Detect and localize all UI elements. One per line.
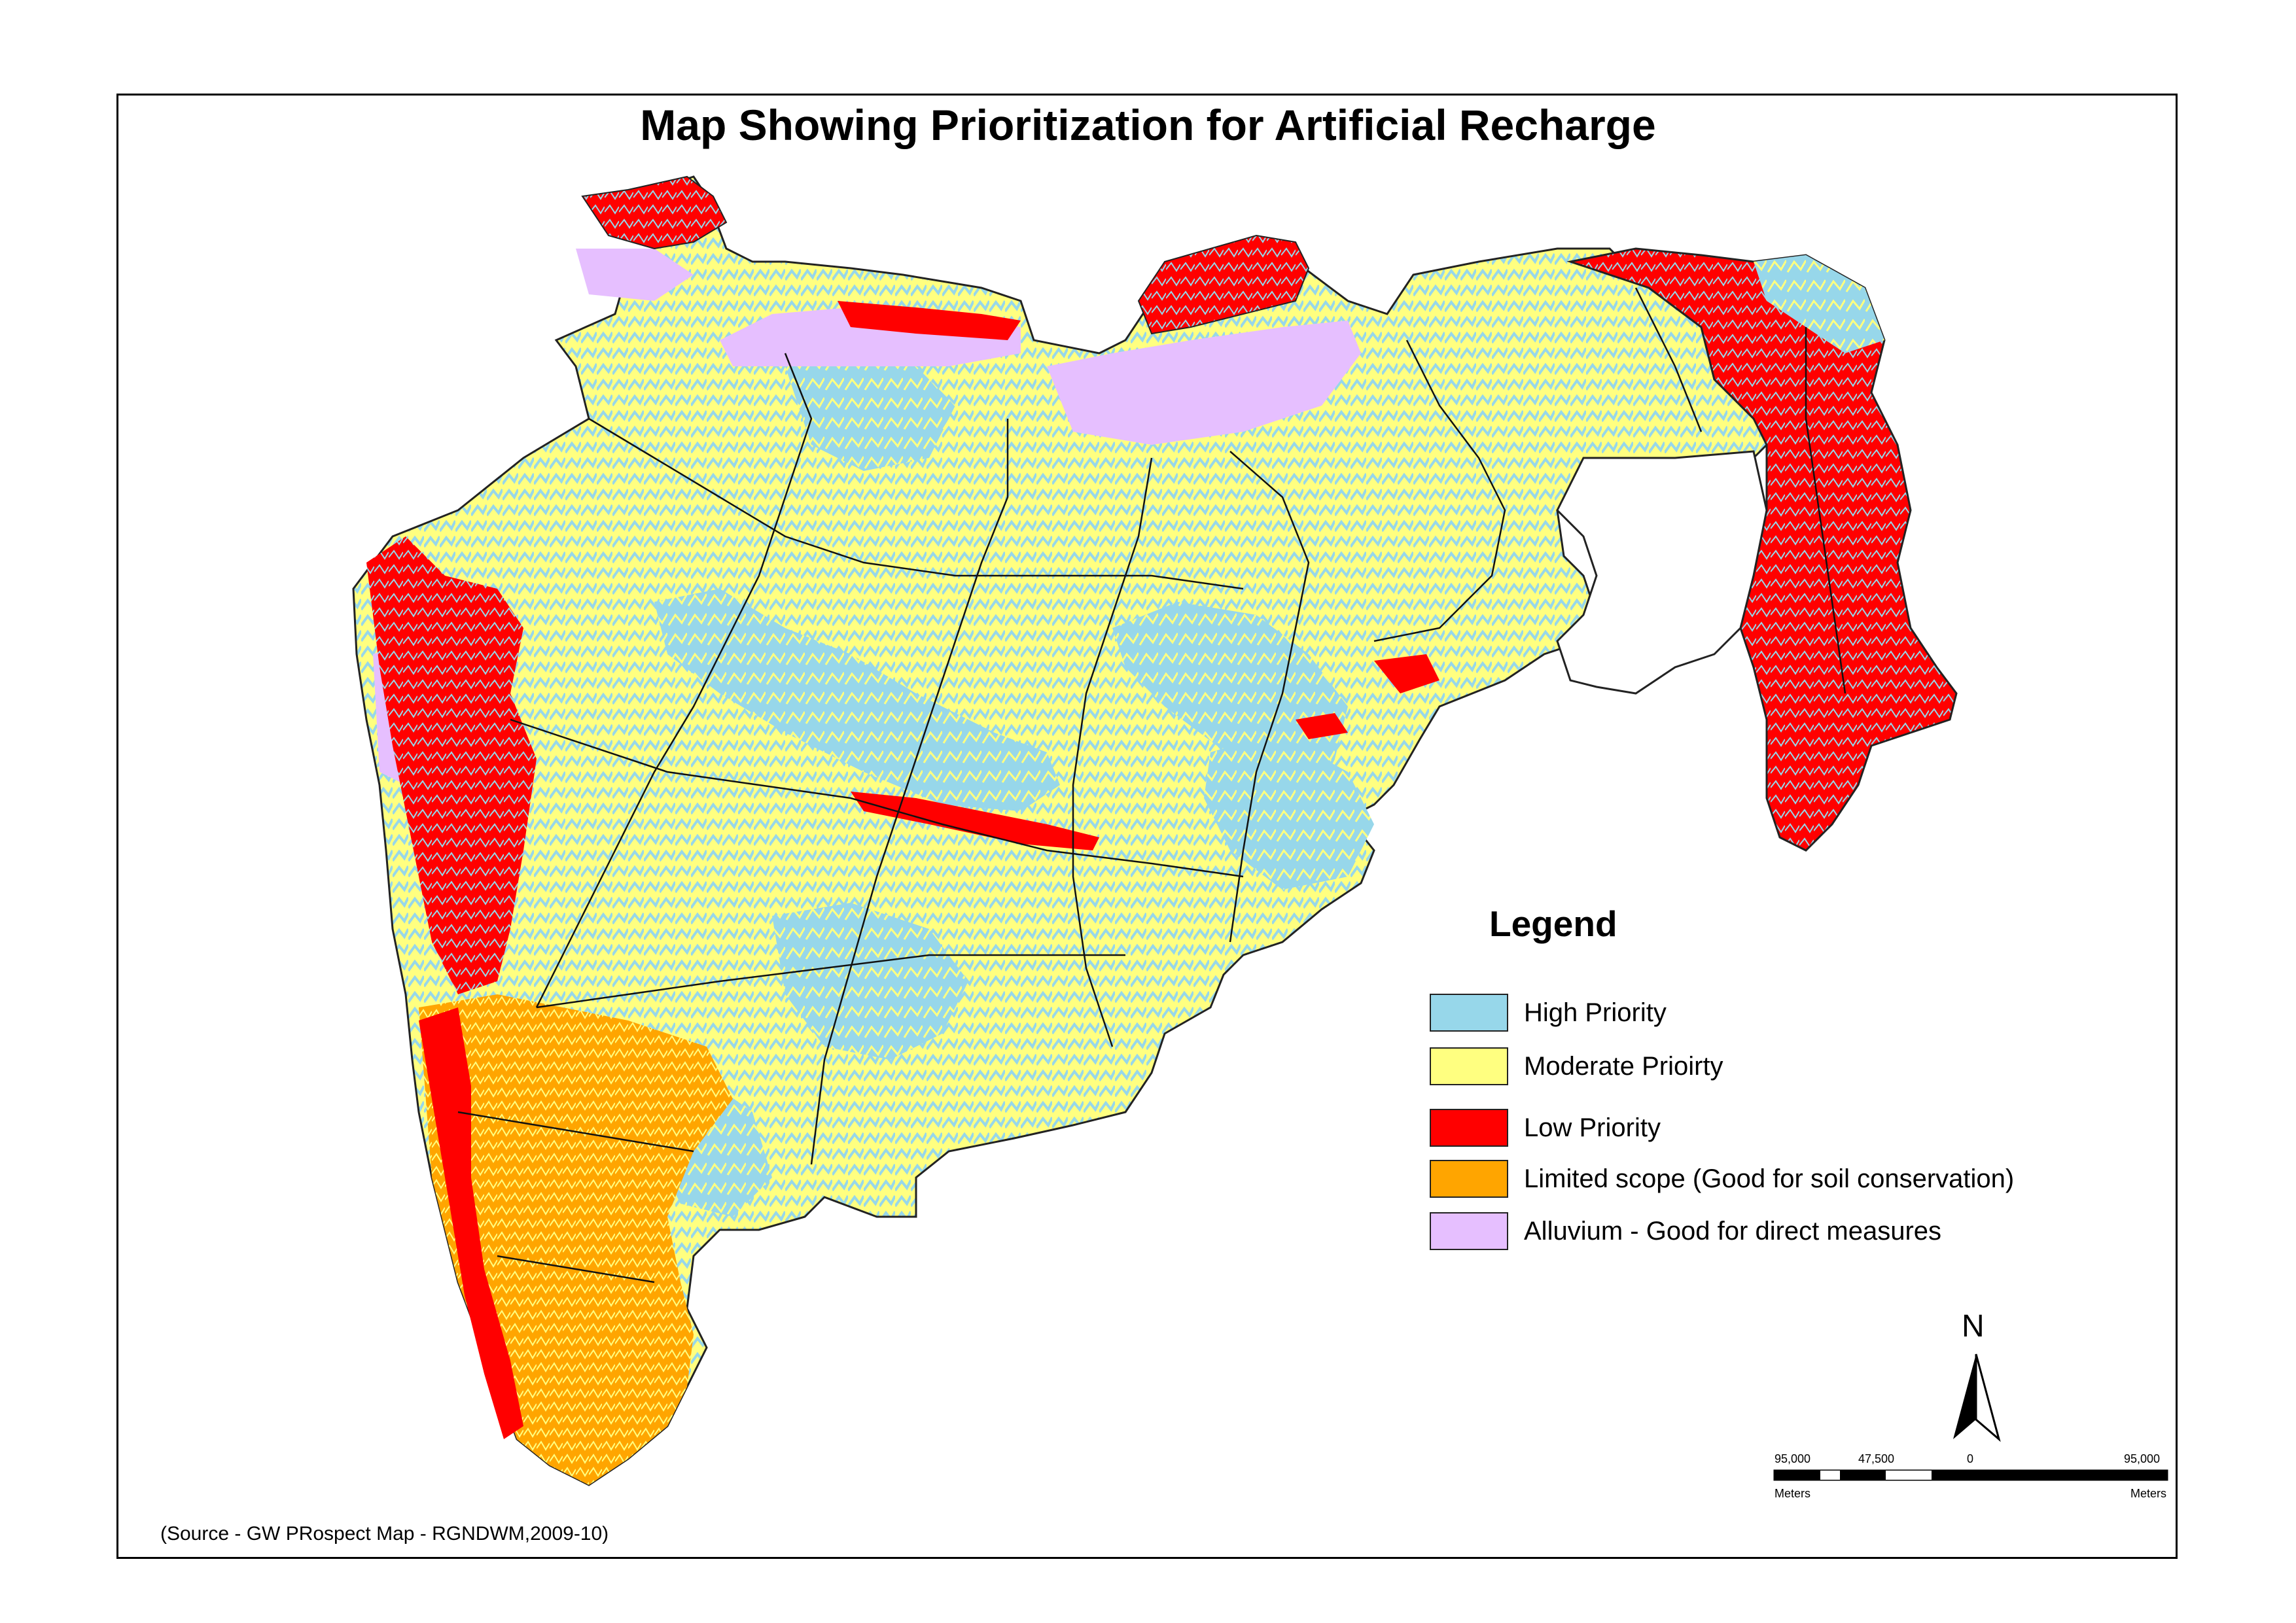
low-priority-zone [1137,234,1310,335]
low-priority-zone [1296,713,1348,739]
legend-swatch-moderate-priority [1430,1047,1508,1085]
scale-unit-label: Meters [1775,1487,1811,1500]
low-priority-zone [851,792,1099,850]
north-label: N [1962,1309,1985,1344]
source-note: (Source - GW PRospect Map - RGNDWM,2009-… [160,1523,609,1544]
high-priority-zone [1112,602,1348,772]
legend-swatch-alluvium [1430,1212,1508,1250]
legend-item-alluvium: Alluvium - Good for direct measures [1430,1212,1941,1251]
legend-item-high-priority: High Priority [1430,993,1667,1032]
scale-tick-label: 47,500 [1858,1452,1895,1465]
legend-label: Alluvium - Good for direct measures [1524,1216,1942,1246]
high-priority-zone [1754,255,1884,353]
unmapped-area [1556,450,1768,695]
low-priority-zone [1566,247,1958,852]
district-boundaries [457,287,1846,1283]
scale-tick-label: 0 [1967,1452,1974,1465]
legend-swatch-low-priority [1430,1109,1508,1147]
legend-swatch-limited-scope [1430,1160,1508,1198]
scale-tick-label: 95,000 [1775,1452,1811,1465]
low-priority-zone [581,175,728,250]
map-frame [116,94,2178,1559]
high-priority-zone [785,340,955,471]
legend-label: Moderate Prioirty [1524,1051,1723,1081]
legend-title: Legend [1489,903,1617,944]
legend-label: High Priority [1524,998,1667,1027]
legend-item-limited-scope: Limited scope (Good for soil conservatio… [1430,1159,2014,1198]
low-priority-zone [366,536,537,994]
map-title: Map Showing Prioritization for Artificia… [640,101,1656,149]
legend-item-moderate-priority: Moderate Prioirty [1430,1047,1723,1086]
legend-swatch-high-priority [1430,994,1508,1032]
alluvium-zone [1047,321,1361,445]
legend-item-low-priority: Low Priority [1430,1108,1661,1147]
scale-tick-label: 95,000 [2124,1452,2161,1465]
high-priority-zone [772,903,968,1060]
low-priority-zone [838,301,1021,340]
low-priority-zone [1374,654,1439,693]
scale-unit-label: Meters [2130,1487,2167,1500]
alluvium-zone [576,249,694,301]
high-priority-zone [1204,733,1374,890]
legend-label: Low Priority [1524,1113,1661,1142]
low-priority-zone [419,1007,523,1439]
high-priority-zone [654,589,1060,811]
north-arrow-icon [1953,1353,2001,1442]
scale-bar [1773,1469,2168,1481]
legend-label: Limited scope (Good for soil conservatio… [1524,1164,2015,1193]
